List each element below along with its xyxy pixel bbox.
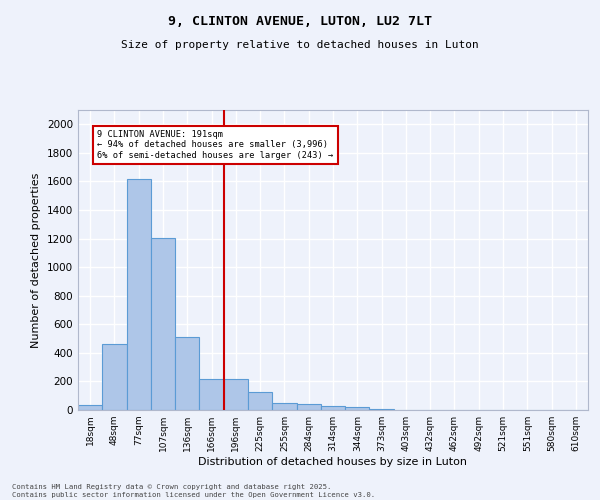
Bar bbox=[175, 337, 199, 410]
Text: 9 CLINTON AVENUE: 191sqm
← 94% of detached houses are smaller (3,996)
6% of semi: 9 CLINTON AVENUE: 191sqm ← 94% of detach… bbox=[97, 130, 334, 160]
Y-axis label: Number of detached properties: Number of detached properties bbox=[31, 172, 41, 348]
X-axis label: Distribution of detached houses by size in Luton: Distribution of detached houses by size … bbox=[199, 457, 467, 467]
Bar bbox=[127, 178, 151, 410]
Bar bbox=[78, 405, 102, 410]
Text: Contains HM Land Registry data © Crown copyright and database right 2025.
Contai: Contains HM Land Registry data © Crown c… bbox=[12, 484, 375, 498]
Bar bbox=[248, 392, 272, 410]
Bar bbox=[199, 378, 224, 410]
Bar bbox=[345, 407, 370, 410]
Text: 9, CLINTON AVENUE, LUTON, LU2 7LT: 9, CLINTON AVENUE, LUTON, LU2 7LT bbox=[168, 15, 432, 28]
Bar bbox=[102, 344, 127, 410]
Bar bbox=[272, 403, 296, 410]
Text: Size of property relative to detached houses in Luton: Size of property relative to detached ho… bbox=[121, 40, 479, 50]
Bar bbox=[151, 238, 175, 410]
Bar bbox=[224, 378, 248, 410]
Bar bbox=[321, 406, 345, 410]
Bar bbox=[296, 404, 321, 410]
